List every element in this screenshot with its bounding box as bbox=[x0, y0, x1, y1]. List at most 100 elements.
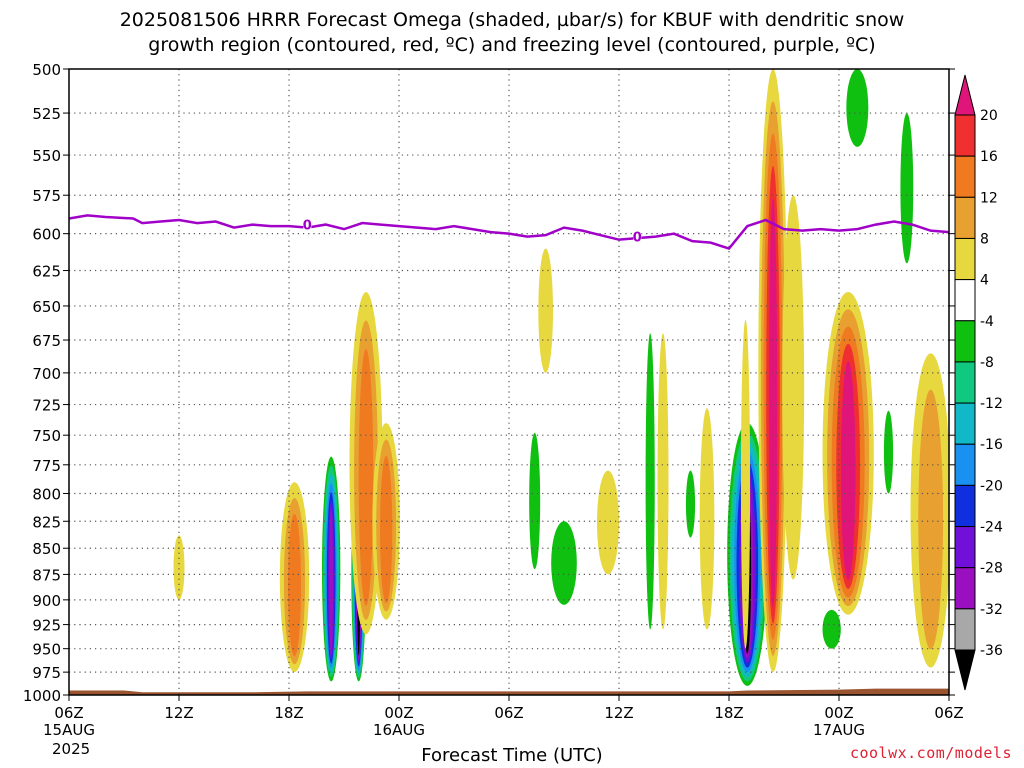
omega-region-12-level-0 bbox=[685, 470, 696, 538]
omega-region-9-level-0 bbox=[597, 470, 619, 575]
omega-region-10-level-0 bbox=[645, 333, 655, 630]
y-tick-label: 700 bbox=[32, 365, 61, 383]
colorbar-bottom-arrow bbox=[954, 649, 976, 691]
colorbar-label: -8 bbox=[980, 355, 994, 371]
y-tick-label: 900 bbox=[32, 592, 61, 610]
x-axis-label: Forecast Time (UTC) bbox=[421, 745, 603, 766]
colorbar: 20 16 12 8 4 -4 -8 -12 -16 -20 -24 -28 -32 -36 bbox=[954, 74, 1003, 691]
colorbar-segment bbox=[954, 608, 976, 651]
x-tick-label: 18Z bbox=[274, 704, 303, 722]
omega-region-4-level-2 bbox=[358, 349, 374, 606]
y-tick-label: 825 bbox=[32, 513, 61, 531]
x-tick-date-label: 17AUG bbox=[813, 721, 865, 739]
omega-region-23-level-1 bbox=[918, 389, 944, 650]
year-label: 2025 bbox=[52, 740, 91, 758]
y-tick-label: 525 bbox=[32, 105, 61, 123]
y-tick-label: 775 bbox=[32, 457, 61, 475]
colorbar-segment bbox=[954, 402, 976, 445]
y-tick-label: 800 bbox=[32, 485, 61, 503]
omega-region-0-level-0 bbox=[173, 535, 185, 600]
colorbar-top-arrow bbox=[954, 74, 976, 116]
x-tick-label: 06Z bbox=[54, 704, 83, 722]
chart-title-line-2: growth region (contoured, red, ºC) and f… bbox=[148, 34, 876, 56]
omega-region-21-level-0 bbox=[883, 410, 894, 494]
y-tick-label: 1000 bbox=[23, 687, 61, 705]
y-tick-label: 875 bbox=[32, 566, 61, 584]
omega-region-6-level-0 bbox=[538, 248, 554, 373]
freezing-level-line bbox=[69, 214, 949, 251]
colorbar-segment bbox=[954, 526, 976, 569]
colorbar-segment bbox=[954, 196, 976, 239]
omega-region-1-level-2 bbox=[287, 513, 302, 657]
x-tick-label: 00Z bbox=[824, 704, 853, 722]
colorbar-label: 8 bbox=[980, 231, 989, 247]
colorbar-segment bbox=[954, 443, 976, 486]
omega-region-19-level-0 bbox=[822, 609, 841, 649]
freezing-level-label: 0 bbox=[633, 231, 642, 246]
colorbar-segment bbox=[954, 237, 976, 281]
y-tick-label: 975 bbox=[32, 664, 61, 682]
y-tick-label: 950 bbox=[32, 641, 61, 659]
y-tick-label: 925 bbox=[32, 617, 61, 635]
x-tick-label: 18Z bbox=[714, 704, 743, 722]
y-tick-label: 575 bbox=[32, 187, 61, 205]
y-axis-ticks: 500 525 550 575 600 625 650 675 700 725 750 775 800 8… bbox=[23, 61, 955, 705]
colorbar-label: -4 bbox=[980, 314, 994, 330]
x-tick-label: 06Z bbox=[934, 704, 963, 722]
omega-region-22-level-0 bbox=[900, 113, 914, 264]
y-tick-label: 650 bbox=[32, 298, 61, 316]
colorbar-segment bbox=[954, 361, 976, 404]
chart-title-line-1: 2025081506 HRRR Forecast Omega (shaded, … bbox=[119, 9, 905, 31]
x-tick-label: 12Z bbox=[604, 704, 633, 722]
colorbar-segment bbox=[954, 320, 976, 363]
omega-region-17-level-0 bbox=[782, 195, 805, 580]
y-tick-label: 750 bbox=[32, 427, 61, 445]
credit-text: coolwx.com/models bbox=[849, 744, 1012, 762]
freezing-level-label-bg bbox=[303, 217, 312, 231]
colorbar-label: 20 bbox=[980, 108, 998, 124]
y-tick-label: 625 bbox=[32, 263, 61, 281]
x-tick-label: 00Z bbox=[384, 704, 413, 722]
freezing-level-label: 0 bbox=[303, 219, 312, 234]
colorbar-segment bbox=[954, 484, 976, 528]
colorbar-segment bbox=[954, 114, 976, 157]
y-tick-label: 500 bbox=[32, 61, 61, 79]
colorbar-label: -36 bbox=[980, 643, 1003, 659]
grid-lines bbox=[69, 69, 949, 695]
omega-region-16-level-4 bbox=[768, 198, 778, 608]
omega-shading bbox=[173, 69, 949, 686]
colorbar-label: -32 bbox=[980, 602, 1003, 618]
x-tick-label: 06Z bbox=[494, 704, 523, 722]
y-tick-label: 600 bbox=[32, 226, 61, 244]
omega-region-11-level-0 bbox=[657, 333, 669, 630]
omega-region-15-level-0 bbox=[740, 319, 751, 649]
colorbar-label: -20 bbox=[980, 478, 1003, 494]
omega-region-20-level-0 bbox=[846, 69, 869, 147]
y-tick-label: 725 bbox=[32, 397, 61, 415]
y-tick-label: 550 bbox=[32, 147, 61, 165]
omega-region-5-level-2 bbox=[380, 455, 393, 604]
y-tick-label: 850 bbox=[32, 540, 61, 558]
omega-region-18-level-4 bbox=[840, 361, 856, 581]
omega-region-13-level-0 bbox=[699, 408, 715, 630]
colorbar-label: -16 bbox=[980, 437, 1003, 453]
colorbar-segment bbox=[954, 155, 976, 198]
omega-region-7-level-0 bbox=[529, 432, 541, 570]
x-tick-date-label: 15AUG bbox=[43, 721, 95, 739]
y-tick-label: 675 bbox=[32, 332, 61, 350]
x-tick-label: 12Z bbox=[164, 704, 193, 722]
colorbar-label: 4 bbox=[980, 273, 989, 289]
freezing-level-label-bg bbox=[633, 229, 642, 243]
freezing-level-contour: 00 bbox=[69, 214, 949, 251]
colorbar-label: 12 bbox=[980, 190, 998, 206]
colorbar-label: 16 bbox=[980, 149, 998, 165]
omega-region-2-level-6 bbox=[329, 509, 334, 655]
colorbar-segment bbox=[954, 567, 976, 610]
colorbar-label: -12 bbox=[980, 396, 1003, 412]
colorbar-label: -24 bbox=[980, 520, 1003, 536]
x-tick-date-label: 16AUG bbox=[373, 721, 425, 739]
omega-region-8-level-0 bbox=[551, 521, 577, 605]
colorbar-segment bbox=[954, 279, 976, 322]
